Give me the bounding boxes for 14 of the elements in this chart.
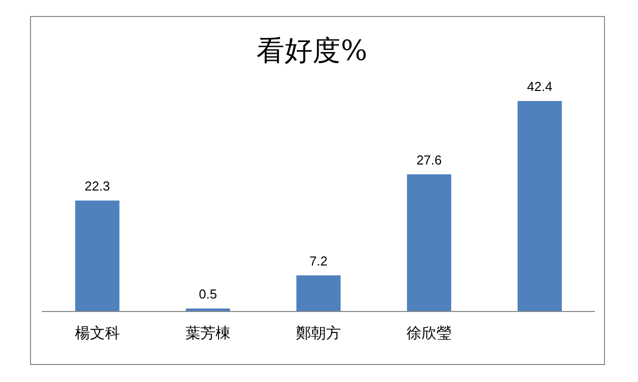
data-label: 42.4 <box>527 79 552 94</box>
chart-title: 看好度% <box>256 34 368 67</box>
data-label: 7.2 <box>309 253 328 268</box>
data-label: 27.6 <box>416 152 442 168</box>
bar <box>296 275 341 311</box>
x-tick-label: 徐欣瑩 <box>406 325 452 342</box>
x-tick-label: 楊文科 <box>74 325 120 342</box>
bar <box>406 174 452 311</box>
bar <box>75 200 120 311</box>
data-label: 0.5 <box>198 286 217 302</box>
data-label: 22.3 <box>84 178 110 194</box>
x-tick-label: 葉芳棟 <box>185 325 230 342</box>
x-tick-label: 鄭朝方 <box>296 325 341 342</box>
bar <box>518 101 562 311</box>
